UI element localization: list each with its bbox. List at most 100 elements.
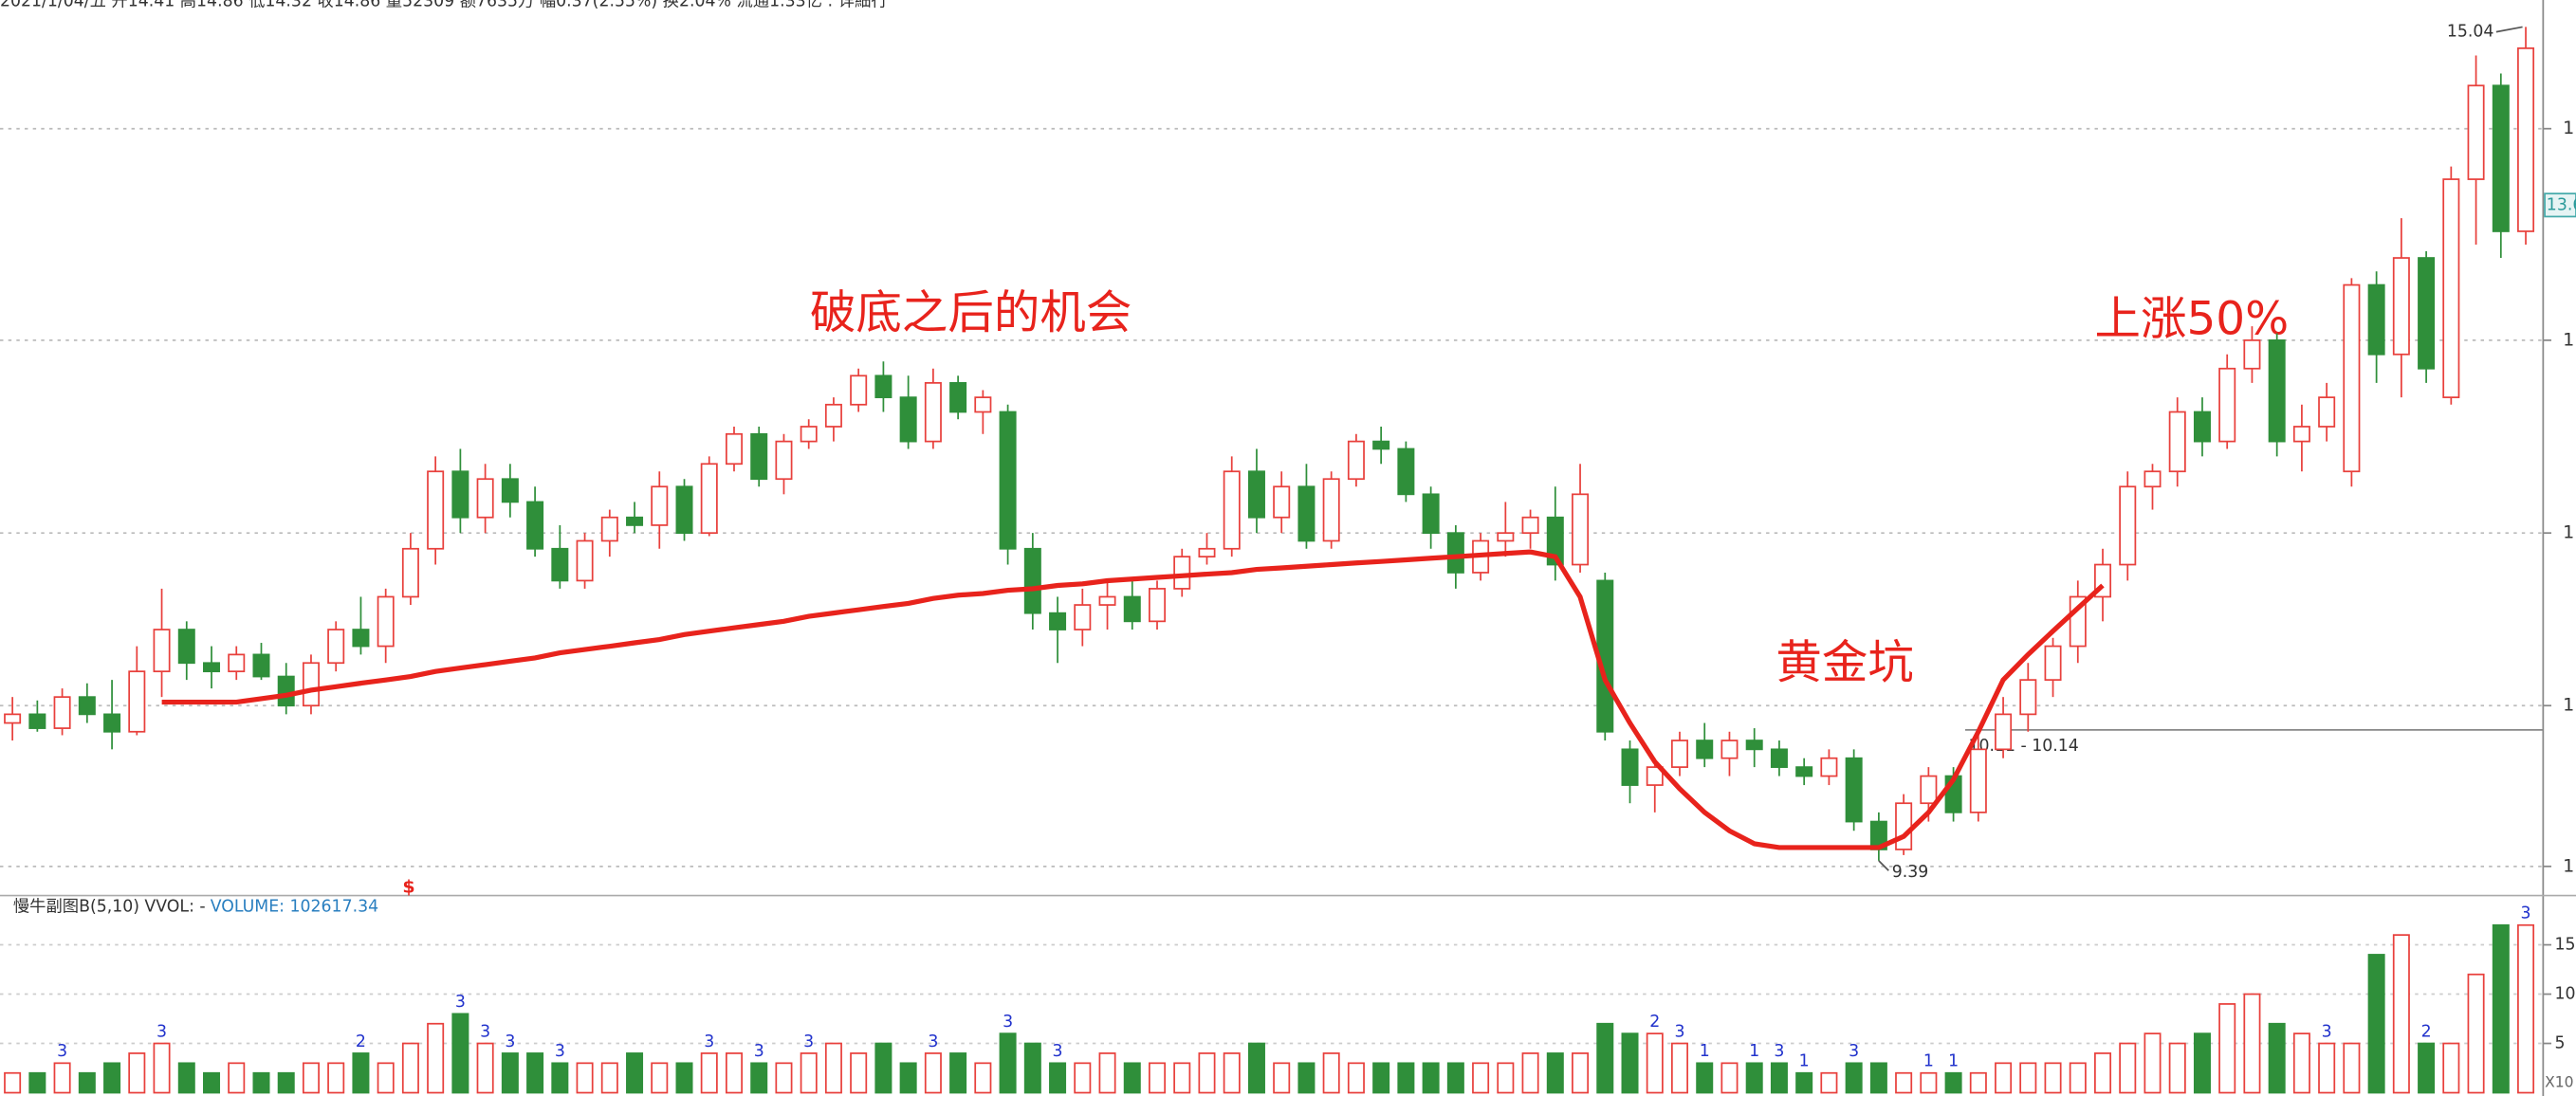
volume-bar bbox=[1173, 1062, 1191, 1094]
volume-bar bbox=[2492, 923, 2510, 1094]
signal-label: 3 bbox=[1053, 1042, 1063, 1061]
volume-bar bbox=[401, 1042, 419, 1094]
signal-label: 3 bbox=[2322, 1022, 2332, 1041]
candle-body bbox=[252, 653, 270, 678]
volume-bar bbox=[53, 1062, 71, 1094]
candle-body bbox=[2019, 679, 2037, 716]
max-pointer bbox=[2495, 26, 2523, 33]
candle-body bbox=[526, 501, 544, 550]
min-label: 9.39 bbox=[1892, 863, 1929, 882]
volume-sub: VVOL: - bbox=[144, 898, 205, 917]
volume-bar bbox=[2343, 1042, 2361, 1094]
candle-body bbox=[675, 485, 693, 535]
candle-body bbox=[1820, 757, 1838, 777]
candle-body bbox=[28, 713, 46, 729]
price-tag bbox=[2544, 192, 2576, 218]
volume-bar bbox=[1397, 1062, 1415, 1094]
candle-body bbox=[600, 516, 618, 542]
candle-body bbox=[1745, 740, 1763, 751]
volume-bar bbox=[302, 1062, 320, 1094]
volume-bar bbox=[1049, 1062, 1067, 1094]
candle-body bbox=[228, 653, 246, 673]
y-tick-label: 1 bbox=[2563, 522, 2574, 543]
volume-bar bbox=[277, 1071, 295, 1094]
candle-body bbox=[1397, 448, 1415, 496]
volume-bar bbox=[2442, 1042, 2460, 1094]
signal-label: 3 bbox=[1774, 1042, 1784, 1061]
candle-body bbox=[2044, 645, 2062, 681]
candle-body bbox=[1247, 470, 1265, 519]
signal-label: 3 bbox=[57, 1042, 67, 1061]
volume-bar bbox=[476, 1042, 494, 1094]
volume-bar bbox=[1297, 1062, 1316, 1094]
candle-body bbox=[1720, 740, 1739, 759]
volume-bar bbox=[1472, 1062, 1490, 1094]
candle-body bbox=[2243, 339, 2261, 370]
candle-body bbox=[651, 485, 669, 526]
volume-bar bbox=[1720, 1062, 1739, 1094]
candle-body bbox=[2144, 470, 2162, 488]
candle-body bbox=[1322, 478, 1340, 542]
candle-body bbox=[626, 516, 644, 526]
candle-body bbox=[2343, 283, 2361, 473]
volume-bar bbox=[153, 1042, 171, 1094]
signal-label: 3 bbox=[803, 1032, 814, 1051]
volume-bar bbox=[177, 1062, 195, 1094]
candle-body bbox=[800, 426, 818, 443]
candle-body bbox=[1497, 532, 1515, 542]
candle-body bbox=[2268, 339, 2286, 443]
volume-bar bbox=[1670, 1042, 1688, 1094]
volume-bar bbox=[1546, 1052, 1564, 1094]
volume-bar bbox=[1920, 1071, 1938, 1094]
candle-body bbox=[1123, 595, 1141, 623]
candle-body bbox=[1770, 748, 1788, 768]
candle-body bbox=[2119, 485, 2137, 566]
signal-label: 3 bbox=[455, 993, 466, 1012]
signal-label: 2 bbox=[356, 1032, 366, 1051]
volume-bar bbox=[725, 1052, 743, 1094]
candle-body bbox=[78, 696, 96, 716]
volume-bar bbox=[1745, 1062, 1763, 1094]
candle-body bbox=[327, 629, 345, 665]
volume-bar bbox=[600, 1062, 618, 1094]
candle-body bbox=[2467, 84, 2485, 180]
candle-body bbox=[1446, 532, 1464, 574]
volume-bar bbox=[252, 1071, 270, 1094]
volume-bar bbox=[1347, 1062, 1365, 1094]
volume-bar bbox=[2367, 954, 2385, 1094]
candle-body bbox=[401, 547, 419, 598]
candle-body bbox=[1621, 748, 1639, 786]
candle-body bbox=[352, 629, 370, 648]
candle-body bbox=[2318, 396, 2336, 428]
candle-body bbox=[1572, 493, 1590, 566]
candle-body bbox=[1372, 440, 1390, 450]
candle-body bbox=[1845, 757, 1863, 823]
candle-body bbox=[2292, 426, 2310, 443]
marker: $ bbox=[402, 876, 414, 897]
candle-body bbox=[974, 396, 992, 413]
volume-bar bbox=[1944, 1071, 1962, 1094]
volume-bar bbox=[1149, 1062, 1167, 1094]
volume-bar bbox=[2168, 1042, 2186, 1094]
candle-body bbox=[999, 411, 1017, 550]
volume-bar bbox=[2268, 1022, 2286, 1094]
volume-bar bbox=[1497, 1062, 1515, 1094]
volume-bar bbox=[1372, 1062, 1390, 1094]
candle-body bbox=[277, 675, 295, 707]
signal-label: 3 bbox=[754, 1042, 764, 1061]
volume-bar bbox=[1322, 1052, 1340, 1094]
candle-body bbox=[1173, 556, 1191, 590]
candle-body bbox=[1920, 775, 1938, 805]
signal-label: 3 bbox=[928, 1032, 938, 1051]
volume-bar bbox=[1098, 1052, 1116, 1094]
volume-bar bbox=[1969, 1071, 1987, 1094]
volume-bar bbox=[2044, 1062, 2062, 1094]
volume-bar bbox=[949, 1052, 967, 1094]
candle-body bbox=[1049, 612, 1067, 630]
candle-body bbox=[576, 539, 594, 582]
candle-body bbox=[451, 470, 469, 519]
volume-bar bbox=[78, 1071, 96, 1094]
volume-bar bbox=[874, 1042, 892, 1094]
volume-bar bbox=[2019, 1062, 2037, 1094]
candle-body bbox=[203, 662, 221, 673]
